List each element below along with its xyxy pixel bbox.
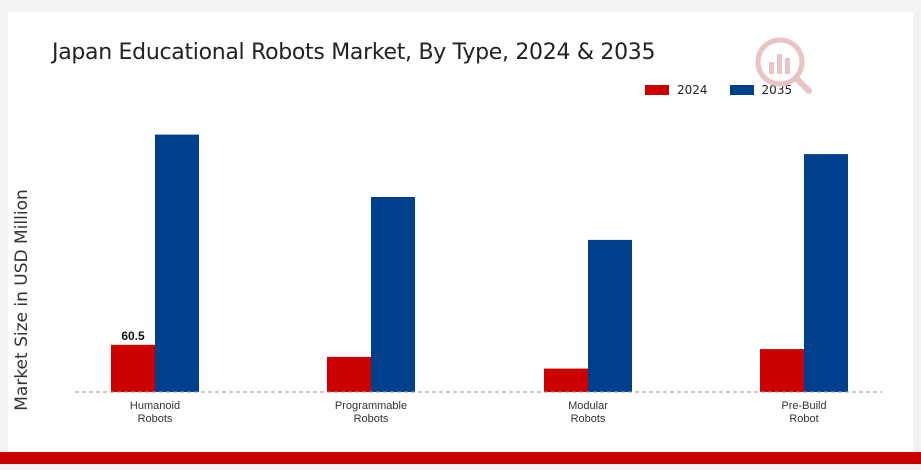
bar-2035-1 (371, 197, 415, 392)
x-tick-label-0: Humanoid Robots (130, 400, 180, 425)
bar-2024-0 (111, 344, 155, 392)
bar-2024-3 (760, 349, 804, 392)
x-tick-label-2: Modular Robots (568, 400, 608, 425)
market-research-logo-icon (752, 34, 814, 101)
legend-label-2035: 2035 (761, 83, 793, 97)
x-tick-labels: Humanoid Robots Programmable Robots Modular R… (130, 400, 827, 425)
legend-label-2024: 2024 (677, 83, 708, 97)
bar-2035-3 (804, 154, 848, 392)
bars-group (111, 134, 848, 392)
bar-2035-2 (588, 239, 632, 392)
legend-item-2035: 2035 (729, 83, 793, 97)
x-tick-label-3: Pre-Build Robot (781, 400, 826, 425)
bar-2024-2 (544, 368, 588, 392)
data-label-0: 60.5 (121, 329, 145, 343)
bottom-accent-bar (0, 452, 921, 464)
legend: 2024 2035 (645, 83, 814, 97)
chart-title: Japan Educational Robots Market, By Type… (52, 40, 656, 65)
legend-item-2024: 2024 (645, 83, 708, 97)
bar-2035-0 (155, 134, 199, 392)
legend-swatch-2024 (645, 85, 669, 95)
bar-2024-1 (327, 356, 371, 392)
legend-swatch-2035 (729, 85, 754, 95)
x-tick-label-1: Programmable Robots (335, 400, 407, 425)
data-labels: 60.5 (121, 329, 145, 343)
